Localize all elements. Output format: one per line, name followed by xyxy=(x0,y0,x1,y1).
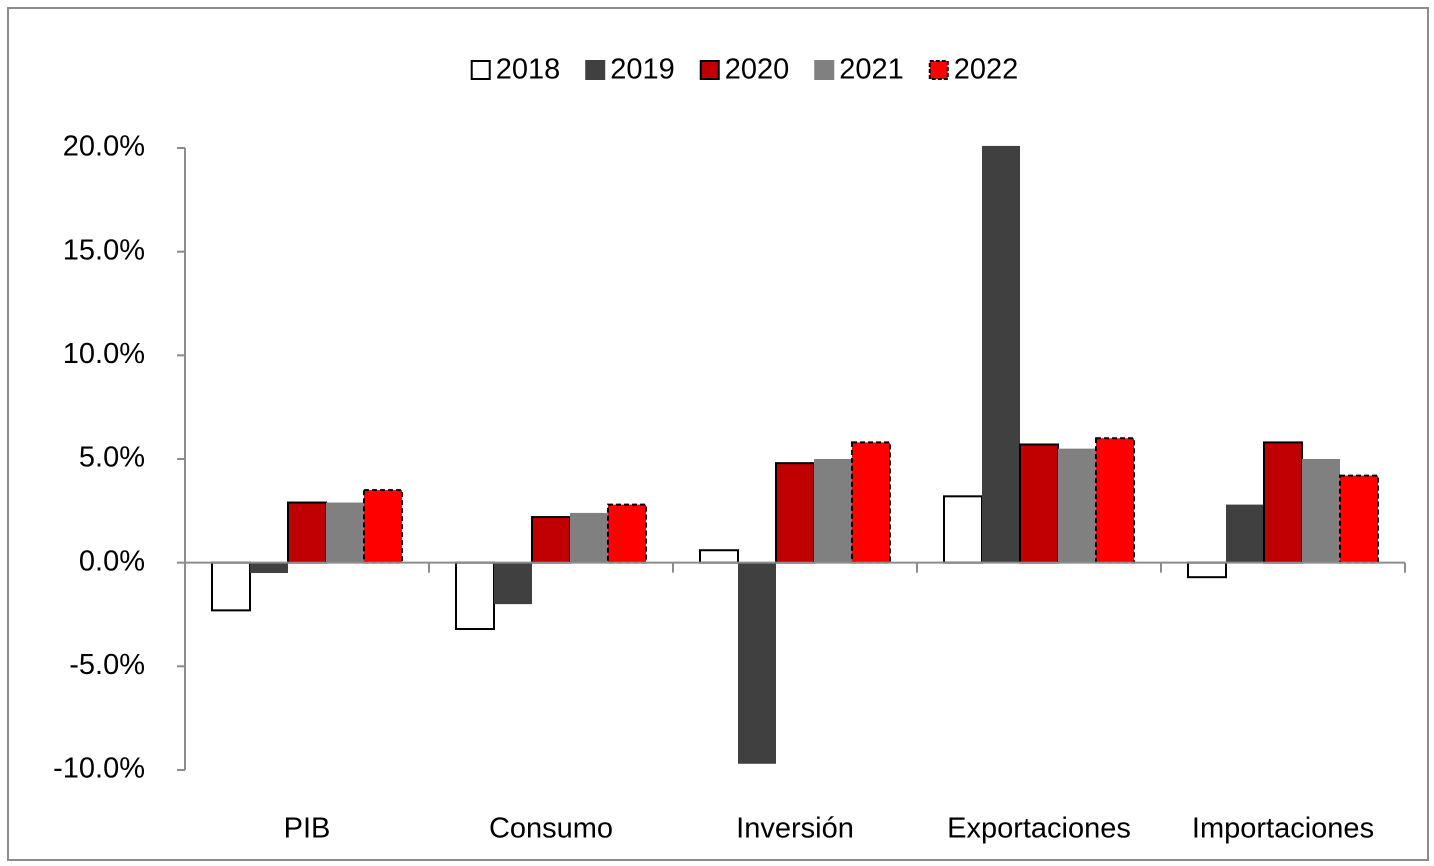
y-tick-label: -5.0% xyxy=(69,649,145,681)
bar xyxy=(943,495,983,564)
bar xyxy=(814,459,852,563)
bar xyxy=(363,489,403,564)
legend-label: 2021 xyxy=(839,54,904,86)
bar xyxy=(1339,474,1379,564)
bar xyxy=(1263,441,1303,564)
legend-swatch xyxy=(928,60,949,80)
bar xyxy=(607,503,647,564)
x-tick-label: Consumo xyxy=(489,813,613,845)
y-tick-label: 15.0% xyxy=(63,234,145,266)
legend-swatch xyxy=(470,60,491,80)
bar xyxy=(1187,561,1227,579)
y-tick-label: 20.0% xyxy=(63,131,145,163)
legend-swatch xyxy=(585,60,606,80)
x-tick-label: Importaciones xyxy=(1192,813,1374,845)
bar xyxy=(211,561,251,612)
legend-swatch xyxy=(814,60,835,80)
bar xyxy=(494,562,532,605)
y-tick-label: 5.0% xyxy=(79,442,145,474)
bar xyxy=(738,562,776,764)
bar xyxy=(1019,443,1059,564)
bar xyxy=(775,462,815,564)
bar xyxy=(570,512,608,563)
bar xyxy=(1058,448,1096,563)
x-tick-label: Inversión xyxy=(736,813,854,845)
legend-label: 2022 xyxy=(954,54,1019,86)
bar xyxy=(851,441,891,564)
bar xyxy=(287,501,327,564)
chart-frame xyxy=(7,7,1429,861)
bar xyxy=(982,145,1020,563)
legend-swatch xyxy=(699,60,720,80)
bar xyxy=(699,549,739,564)
bar xyxy=(326,502,364,563)
y-tick-label: 10.0% xyxy=(63,338,145,370)
legend-label: 2019 xyxy=(610,54,675,86)
bar xyxy=(1226,504,1264,563)
legend-label: 2018 xyxy=(496,54,561,86)
y-tick-label: -10.0% xyxy=(53,753,145,785)
bar xyxy=(1302,459,1340,563)
x-tick-label: Exportaciones xyxy=(947,813,1131,845)
legend-label: 2020 xyxy=(725,54,790,86)
bar xyxy=(250,562,288,574)
bar xyxy=(455,561,495,631)
y-tick-label: 0.0% xyxy=(79,545,145,577)
bar xyxy=(531,516,571,564)
x-tick-label: PIB xyxy=(284,813,331,845)
bar xyxy=(1095,437,1135,564)
